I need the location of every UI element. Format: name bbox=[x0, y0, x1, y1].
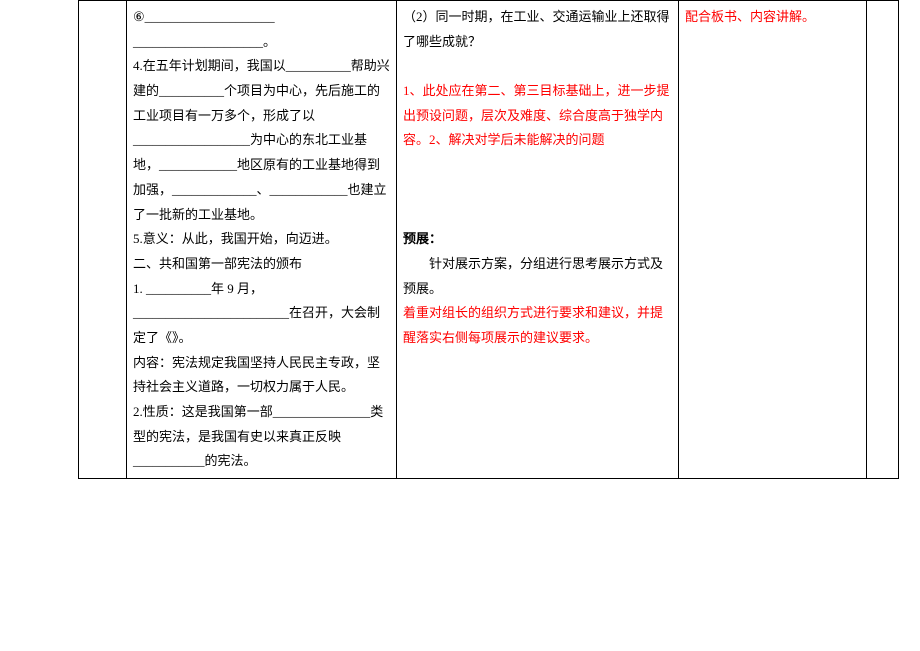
cell-board-note: 配合板书、内容讲解。 bbox=[679, 1, 867, 479]
cell-right-margin bbox=[867, 1, 899, 479]
preview-body: 针对展示方案，分组进行思考展示方式及预展。 bbox=[403, 252, 672, 301]
lesson-table: ⑥____________________ __________________… bbox=[78, 0, 899, 479]
preview-title-text: 预展： bbox=[403, 231, 442, 246]
cell-guidance: （2）同一时期，在工业、交通运输业上还取得了哪些成就？ 1、此处应在第二、第三目… bbox=[397, 1, 679, 479]
section-2-item-1: 1. __________年 9 月，_____________________… bbox=[133, 277, 390, 351]
section-2-title: 二、共和国第一部宪法的颁布 bbox=[133, 252, 390, 277]
cell-content-main: ⑥____________________ __________________… bbox=[127, 1, 397, 479]
preview-title: 预展： bbox=[403, 227, 672, 252]
table-row: ⑥____________________ __________________… bbox=[79, 1, 899, 479]
cell-left-margin bbox=[79, 1, 127, 479]
red-note-1: 1、此处应在第二、第三目标基础上，进一步提出预设问题，层次及难度、综合度高于独学… bbox=[403, 79, 672, 153]
item-6: ⑥____________________ bbox=[133, 5, 390, 30]
item-4: 4.在五年计划期间，我国以__________帮助兴建的__________个项… bbox=[133, 54, 390, 227]
section-2-content: 内容：宪法规定我国坚持人民民主专政，坚持社会主义道路，一切权力属于人民。 bbox=[133, 351, 390, 400]
item-6b: ____________________。 bbox=[133, 30, 390, 55]
red-note-2: 着重对组长的组织方式进行要求和建议，并提醒落实右侧每项展示的建议要求。 bbox=[403, 301, 672, 350]
page: ⑥____________________ __________________… bbox=[0, 0, 920, 651]
item-5: 5.意义：从此，我国开始，向迈进。 bbox=[133, 227, 390, 252]
board-note: 配合板书、内容讲解。 bbox=[685, 5, 860, 30]
section-2-item-2: 2.性质：这是我国第一部_______________类型的宪法，是我国有史以来… bbox=[133, 400, 390, 474]
question-2: （2）同一时期，在工业、交通运输业上还取得了哪些成就？ bbox=[403, 5, 672, 54]
